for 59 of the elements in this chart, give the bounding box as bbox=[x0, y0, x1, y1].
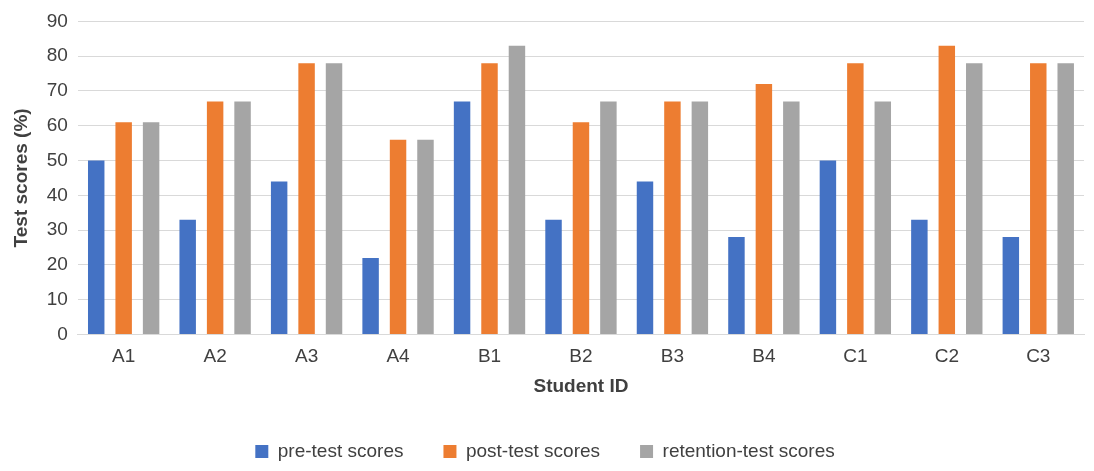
y-tick-label: 0 bbox=[57, 322, 68, 344]
bar bbox=[691, 101, 709, 334]
y-axis-title: Test scores (%) bbox=[9, 108, 31, 248]
y-tick-label: 40 bbox=[46, 183, 68, 205]
bar bbox=[234, 101, 251, 334]
bar bbox=[572, 122, 590, 334]
bar bbox=[755, 84, 773, 334]
bar bbox=[453, 101, 471, 334]
bar bbox=[298, 63, 315, 334]
x-axis-title: Student ID bbox=[533, 374, 629, 396]
x-tick-label: A1 bbox=[112, 345, 136, 367]
bar bbox=[87, 160, 105, 334]
bar bbox=[600, 101, 617, 334]
bar bbox=[417, 139, 434, 334]
bar bbox=[966, 63, 983, 334]
x-tick-label: A3 bbox=[294, 345, 319, 367]
x-tick-label: B2 bbox=[569, 345, 593, 367]
bar bbox=[664, 101, 681, 334]
y-tick-label: 10 bbox=[46, 287, 68, 309]
y-tick-label: 90 bbox=[46, 9, 68, 31]
bar bbox=[206, 101, 224, 334]
x-tick-label: A4 bbox=[386, 345, 411, 367]
bar bbox=[270, 181, 288, 334]
bar bbox=[911, 219, 928, 334]
legend-label: pre-test scores bbox=[277, 439, 404, 461]
y-tick-label: 60 bbox=[46, 113, 68, 135]
y-tick-label: 80 bbox=[46, 44, 68, 66]
bar bbox=[728, 237, 745, 334]
x-tick-label: A2 bbox=[203, 345, 227, 367]
x-tick-label: C2 bbox=[934, 345, 959, 367]
bar bbox=[1002, 237, 1020, 334]
bar bbox=[783, 101, 800, 334]
bar bbox=[847, 63, 864, 334]
x-tick-label: C1 bbox=[843, 345, 868, 367]
bar bbox=[1030, 63, 1047, 334]
bar bbox=[545, 219, 562, 334]
x-tick-label: B1 bbox=[477, 345, 502, 367]
bar bbox=[1057, 63, 1074, 334]
x-tick-label: C3 bbox=[1026, 345, 1051, 367]
bar bbox=[179, 219, 196, 334]
bar bbox=[325, 63, 343, 334]
bar bbox=[636, 181, 654, 334]
x-tick-label: B4 bbox=[752, 345, 776, 367]
bar bbox=[508, 45, 526, 334]
legend-label: post-test scores bbox=[465, 439, 601, 461]
legend-label: retention-test scores bbox=[662, 439, 835, 461]
bar bbox=[874, 101, 892, 334]
y-tick-label: 30 bbox=[46, 218, 68, 240]
y-tick-label: 20 bbox=[46, 253, 68, 275]
y-tick-label: 50 bbox=[46, 148, 68, 170]
bar bbox=[481, 63, 498, 334]
bar bbox=[142, 122, 160, 334]
bar bbox=[362, 257, 379, 334]
x-tick-label: B3 bbox=[660, 345, 685, 367]
bar bbox=[938, 45, 956, 334]
bar bbox=[819, 160, 837, 334]
y-tick-label: 70 bbox=[46, 79, 68, 101]
bar bbox=[389, 139, 407, 334]
bar bbox=[115, 122, 132, 334]
